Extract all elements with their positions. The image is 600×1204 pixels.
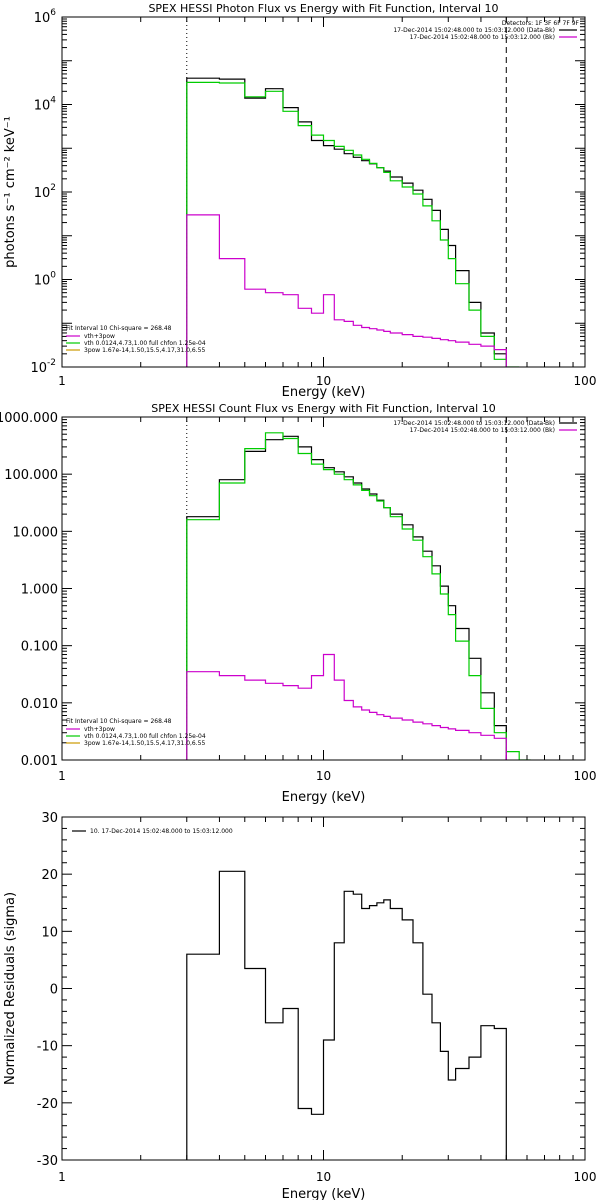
plot-frame (61, 16, 586, 368)
x-tick-label: 100 (574, 1170, 597, 1184)
legend-entry: 3pow 1.67e-14,1.50,15.5,4.17,31.0,6.55 (84, 347, 205, 354)
y-axis-label: photons s⁻¹ cm⁻² keV⁻¹ (3, 116, 18, 268)
y-tick-label: 100.000 (4, 468, 58, 483)
legend-entry: vth 0.0124,4.73,1.00 full chfon 1.25e-04 (84, 340, 206, 347)
legend-entry: vth+3pow (84, 333, 115, 340)
y-tick-exp: 2 (50, 183, 56, 193)
x-tick-label: 10 (316, 769, 331, 783)
y-tick-label: 0 (50, 983, 58, 998)
legend-entry: vth 0.0124,4.73,1.00 full chfon 1.25e-04 (84, 733, 206, 740)
legend-entry: 17-Dec-2014 15:02:48.000 to 15:03:12.000… (393, 420, 555, 427)
series-line-3 (186, 214, 507, 367)
legend-bottom-left: Fit Interval 10 Chi-square = 268.48vth+3… (66, 718, 206, 747)
series-line-1 (186, 435, 507, 760)
x-tick-label: 1 (58, 1170, 66, 1184)
x-axis-label: Energy (keV) (282, 790, 366, 805)
legend-top-left: 10. 17-Dec-2014 15:02:48.000 to 15:03:12… (72, 828, 233, 835)
x-tick-label: 100 (574, 769, 597, 783)
y-tick-label: 30 (41, 811, 58, 826)
y-tick-label: -10 (37, 1040, 58, 1055)
y-tick-exp: -2 (47, 358, 56, 368)
y-tick-label: 106 (34, 8, 57, 26)
legend-entry: vth+3pow (84, 726, 115, 733)
y-tick-label: 104 (34, 96, 57, 114)
series-line-1 (186, 77, 507, 367)
legend-entry: 3pow 1.67e-14,1.50,15.5,4.17,31.0,6.55 (84, 740, 205, 747)
legend-header: Detectors: 1F 3F 6F 7F 9F (502, 20, 580, 27)
data-series (186, 870, 507, 1160)
series-line-3 (186, 653, 507, 760)
y-tick-label: 100 (34, 271, 57, 289)
y-tick-label: 0.010 (21, 697, 58, 712)
y-tick-label: 20 (41, 868, 58, 883)
data-series (186, 432, 531, 760)
chart-2: SPEX HESSI Count Flux vs Energy with Fit… (0, 402, 596, 805)
y-tick-exp: 6 (50, 8, 56, 18)
x-tick-label: 1 (58, 769, 66, 783)
series-line-1 (186, 870, 507, 1160)
y-tick-label: 10 (41, 925, 58, 940)
y-tick-label: -30 (37, 1154, 58, 1169)
legend-entry: 17-Dec-2014 15:02:48.000 to 15:03:12.000… (410, 427, 555, 434)
plot-frame (61, 816, 586, 1161)
y-tick-base: 10 (34, 11, 51, 26)
y-tick-base: 10 (34, 186, 51, 201)
x-axis-ticks (61, 417, 574, 760)
y-tick-label: 0.001 (21, 754, 58, 769)
legend-header: Fit Interval 10 Chi-square = 268.48 (66, 325, 172, 332)
y-tick-label: -20 (37, 1097, 58, 1112)
y-tick-label: 10.000 (13, 525, 59, 540)
y-tick-base: 10 (34, 274, 51, 289)
y-tick-base: 10 (30, 361, 47, 376)
series-line-2 (186, 81, 520, 367)
x-tick-label: 10 (316, 1170, 331, 1184)
x-axis-ticks (61, 817, 574, 1160)
y-tick-exp: 0 (50, 271, 56, 281)
legend-entry: 17-Dec-2014 15:02:48.000 to 15:03:12.000… (410, 34, 555, 41)
chart-1: SPEX HESSI Photon Flux vs Energy with Fi… (3, 2, 596, 400)
y-tick-label: 1.000 (21, 583, 58, 598)
x-tick-label: 100 (574, 374, 597, 388)
y-tick-label: 102 (34, 183, 56, 201)
y-tick-base: 10 (34, 99, 51, 114)
series-line-2 (186, 432, 531, 760)
x-tick-label: 10 (316, 374, 331, 388)
legend-entry: 10. 17-Dec-2014 15:02:48.000 to 15:03:12… (90, 828, 233, 835)
y-tick-exp: 4 (50, 96, 56, 106)
legend-header: Fit Interval 10 Chi-square = 268.48 (66, 718, 172, 725)
legend-entry: 17-Dec-2014 15:02:48.000 to 15:03:12.000… (393, 27, 555, 34)
chart-title: SPEX HESSI Photon Flux vs Energy with Fi… (148, 2, 498, 15)
chart-3: 1 10 100 -30 -20 -10 0 10 20 30 Energy (keV) Normal… (3, 811, 597, 1202)
legend-top-right: 17-Dec-2014 15:02:48.000 to 15:03:12.000… (393, 420, 577, 434)
chart-title: SPEX HESSI Count Flux vs Energy with Fit… (151, 402, 495, 415)
y-tick-label: 10-2 (30, 358, 56, 376)
y-tick-label: 0.100 (21, 640, 58, 655)
data-series (186, 77, 520, 367)
x-tick-label: 1 (58, 374, 66, 388)
plot-frame (61, 416, 586, 761)
x-axis-label: Energy (keV) (282, 385, 366, 400)
legend-bottom-left: Fit Interval 10 Chi-square = 268.48vth+3… (66, 325, 206, 354)
y-axis-label: Normalized Residuals (sigma) (3, 892, 18, 1085)
x-axis-label: Energy (keV) (282, 1187, 366, 1200)
y-axis-ticks (62, 419, 585, 761)
x-axis-ticks (61, 17, 574, 367)
y-tick-label: 1000.000 (0, 411, 58, 426)
